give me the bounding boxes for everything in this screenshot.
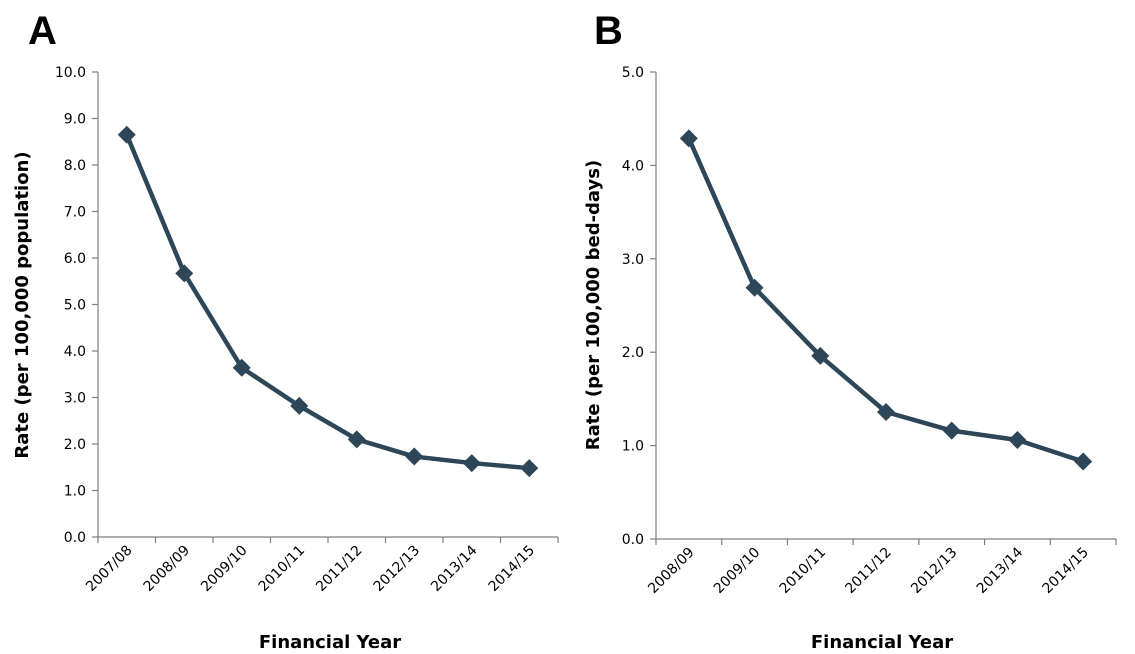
y-tick-label: 2.0: [64, 437, 86, 453]
y-tick-label: 10.0: [55, 65, 86, 81]
data-point-marker: [405, 447, 424, 466]
x-tick-label: 2011/12: [842, 545, 894, 597]
series-line-a: [124, 133, 530, 471]
y-tick-label: 4.0: [64, 344, 86, 360]
x-tick-label: 2011/12: [313, 543, 365, 595]
y-tick-label: 1.0: [64, 484, 86, 500]
data-point-marker: [942, 421, 961, 440]
x-tick-label: 2012/13: [371, 543, 423, 595]
x-tick-label: 2012/13: [908, 545, 960, 597]
data-point-marker: [175, 264, 194, 283]
x-tick-label: 2013/14: [428, 542, 481, 595]
y-tick-label: 8.0: [64, 158, 86, 174]
x-tick-label: 2007/08: [83, 543, 135, 595]
x-axis-title-b: Financial Year: [811, 632, 953, 653]
data-point-marker: [290, 396, 309, 415]
data-point-marker: [1074, 452, 1093, 471]
y-tick-label: 5.0: [64, 298, 86, 314]
data-point-marker: [462, 454, 481, 473]
data-point-marker: [520, 459, 539, 478]
x-tick-label: 2008/09: [645, 545, 697, 597]
data-point-marker: [679, 129, 698, 148]
y-tick-label: 1.0: [622, 439, 644, 455]
x-tick-label: 2010/11: [256, 543, 308, 595]
x-tick-label: 2014/15: [486, 543, 538, 595]
data-point-marker: [232, 358, 251, 377]
y-tick-label: 0.0: [64, 530, 86, 546]
y-tick-label: 6.0: [64, 251, 86, 267]
data-point-marker: [745, 278, 764, 297]
x-tick-label: 2010/11: [777, 545, 829, 597]
chart-panel-b: Rate (per 100,000 bed-days) Financial Ye…: [583, 65, 1117, 653]
y-tick-label: 9.0: [64, 112, 86, 128]
x-axis-title-a: Financial Year: [259, 632, 401, 653]
chart-panel-a: Rate (per 100,000 population) Financial …: [12, 65, 559, 653]
x-tick-label: 2013/14: [974, 544, 1027, 597]
x-tick-label: 2009/10: [711, 545, 763, 597]
panel-label-a: A: [28, 9, 57, 53]
y-tick-label: 7.0: [64, 205, 86, 221]
y-axis-title-b: Rate (per 100,000 bed-days): [583, 160, 604, 450]
data-point-marker: [877, 402, 895, 421]
y-tick-label: 3.0: [622, 252, 644, 268]
x-tick-label: 2009/10: [198, 543, 250, 595]
panel-label-b: B: [594, 9, 623, 53]
y-tick-label: 3.0: [64, 391, 86, 407]
y-tick-label: 4.0: [622, 158, 644, 174]
data-point-marker: [811, 346, 830, 365]
y-axis-title-a: Rate (per 100,000 population): [12, 151, 33, 458]
y-tick-label: 0.0: [622, 532, 644, 548]
x-tick-label: 2014/15: [1040, 545, 1092, 597]
data-point-marker: [117, 125, 136, 144]
y-tick-label: 2.0: [622, 345, 644, 361]
x-tick-label: 2008/09: [141, 543, 193, 595]
y-tick-label: 5.0: [622, 65, 644, 81]
data-point-marker: [347, 430, 366, 449]
data-point-marker: [1008, 430, 1027, 449]
